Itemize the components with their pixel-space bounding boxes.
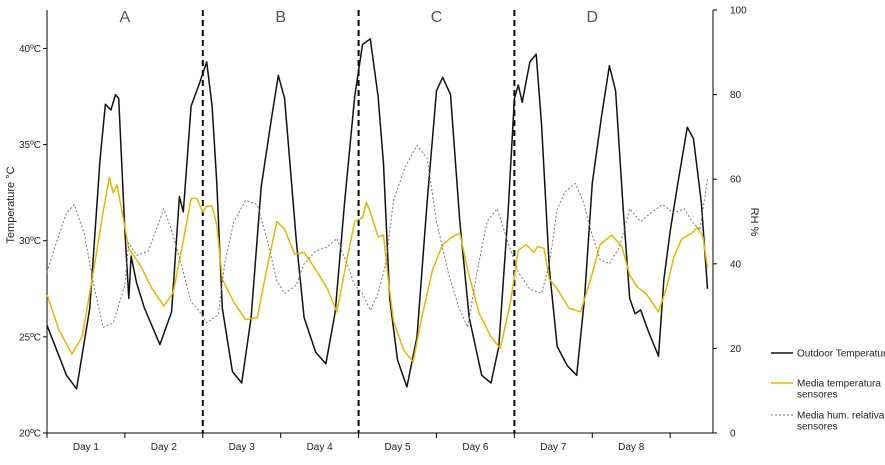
series-lines <box>46 38 709 390</box>
series-line-2 <box>46 176 709 363</box>
section-label-c: C <box>431 9 443 26</box>
x-category-label: Day 4 <box>307 442 334 453</box>
legend-label-line: sensores <box>797 422 838 433</box>
x-category-label: Day 7 <box>540 442 567 453</box>
y-left-tick-label: 20ºC <box>19 429 41 440</box>
legend-label: Media hum. relativa sensores <box>797 411 885 433</box>
x-category-label: Day 1 <box>73 442 100 453</box>
section-dividers <box>201 10 516 433</box>
y-left-tick-label: 25ºC <box>19 332 41 343</box>
axes <box>43 9 717 438</box>
y-left-tick-label: 40ºC <box>19 44 41 55</box>
legend-label-line: Media hum. relativa <box>797 411 885 422</box>
tick-labels: 20ºC 25ºC 30ºC 35ºC 40ºC 0 20 40 60 80 100 Day 1 Day… <box>19 6 747 454</box>
x-category-label: Day 2 <box>151 442 178 453</box>
y-axis-left-title: Temperature °C <box>5 166 17 243</box>
y-right-tick-label: 100 <box>730 6 747 17</box>
y-right-tick-label: 60 <box>730 175 742 186</box>
x-category-label: Day 5 <box>384 442 411 453</box>
legend-label: Media temperatura sensores <box>797 379 881 401</box>
legend-label: Outdoor Temperature <box>797 349 885 360</box>
series-line-1 <box>46 38 709 390</box>
legend-label-line: sensores <box>797 390 838 401</box>
y-axis-right-title: RH % <box>748 208 760 237</box>
section-labels: A B C D <box>120 9 598 26</box>
x-category-label: Day 3 <box>229 442 256 453</box>
section-label-b: B <box>275 9 286 26</box>
legend-label-line: Outdoor Temperature <box>797 349 885 360</box>
x-category-label: Day 8 <box>618 442 645 453</box>
y-left-tick-label: 30ºC <box>19 236 41 247</box>
series-line-3 <box>46 144 708 328</box>
y-right-tick-label: 0 <box>730 429 736 440</box>
y-left-tick-label: 35ºC <box>19 140 41 151</box>
section-label-d: D <box>586 9 598 26</box>
y-right-tick-label: 20 <box>730 344 742 355</box>
legend-label-line: Media temperatura <box>797 379 881 390</box>
y-right-tick-label: 40 <box>730 259 742 270</box>
y-right-tick-label: 80 <box>730 90 742 101</box>
section-label-a: A <box>120 9 131 26</box>
x-category-label: Day 6 <box>462 442 489 453</box>
